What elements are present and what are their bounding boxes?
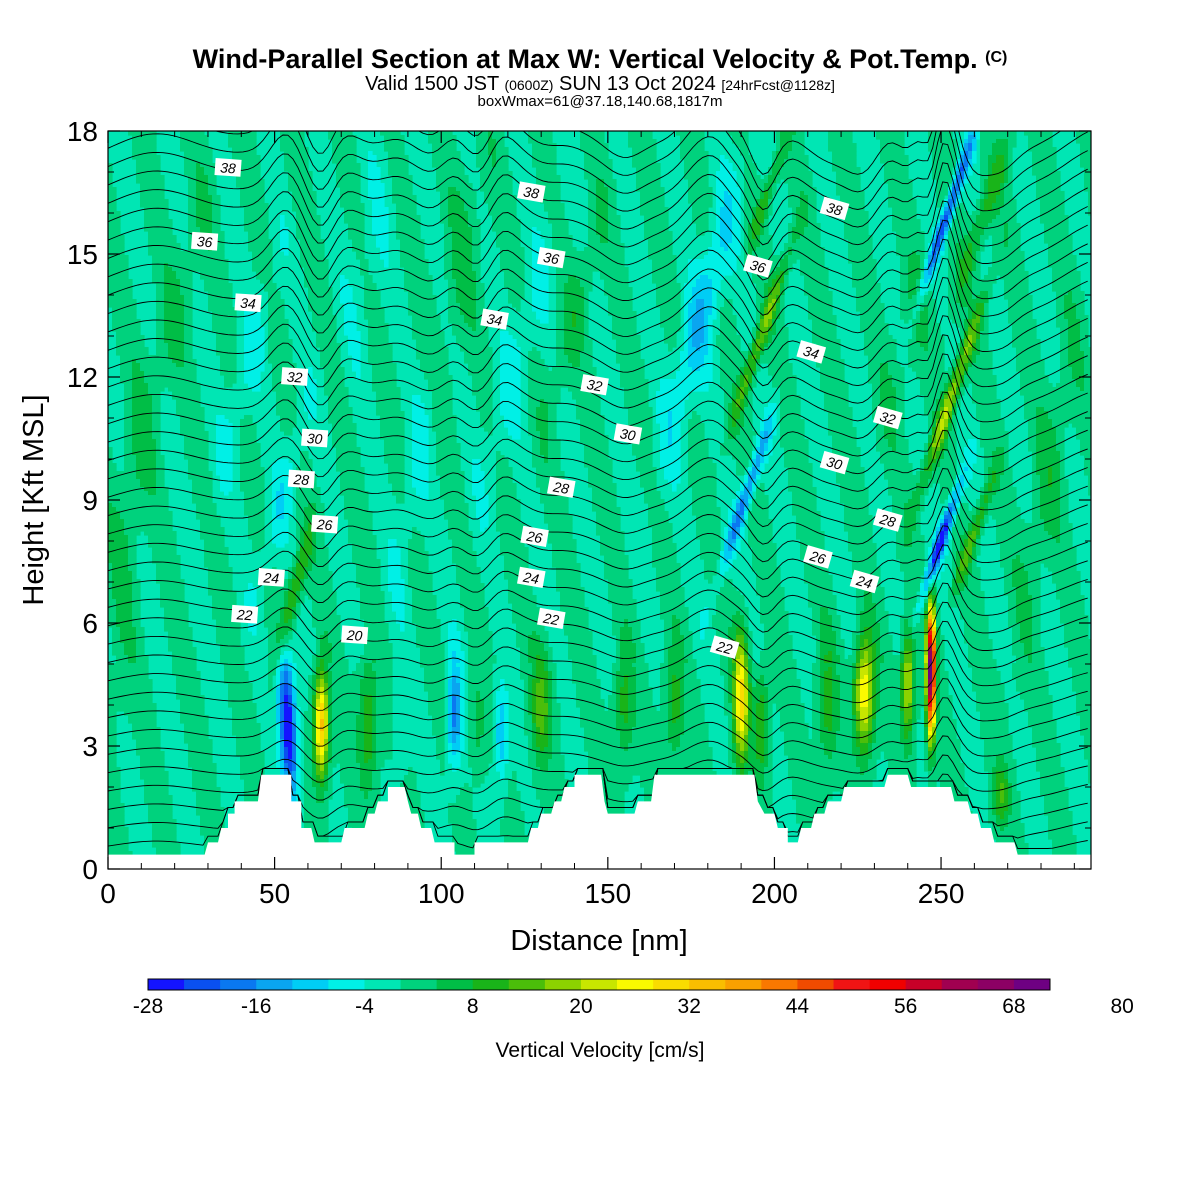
contour-label-text: 30 <box>619 425 637 443</box>
colorbar-swatch <box>328 979 364 990</box>
colorbar-tick-label: 8 <box>467 995 479 1018</box>
contour-label-text: 28 <box>551 478 570 497</box>
colorbar-swatch <box>834 979 870 990</box>
x-tick-label: 0 <box>100 878 116 909</box>
colorbar-tick-label: 32 <box>678 995 701 1018</box>
colorbar-swatch <box>617 979 653 990</box>
contour-label-text: 24 <box>262 569 280 586</box>
x-tick-label: 250 <box>918 878 965 909</box>
contour-label-text: 20 <box>345 627 363 644</box>
contour-label-text: 38 <box>522 183 540 201</box>
colorbar-tick-label: -16 <box>241 995 271 1018</box>
y-tick-label: 3 <box>82 731 98 762</box>
contour-label: 22 <box>231 605 258 624</box>
colorbar-swatch <box>509 979 545 990</box>
colorbar-swatch <box>364 979 400 990</box>
colorbar-swatch <box>220 979 256 990</box>
contour-label-text: 24 <box>521 568 540 587</box>
y-tick-label: 18 <box>67 116 98 147</box>
colorbar-label: Vertical Velocity [cm/s] <box>496 1039 705 1062</box>
contour-label-text: 34 <box>240 295 257 312</box>
colorbar-tick-label: 68 <box>1002 995 1025 1018</box>
x-tick-label: 150 <box>584 878 631 909</box>
colorbar-swatch <box>942 979 978 990</box>
contour-label-text: 28 <box>292 471 310 488</box>
contour-label-text: 36 <box>542 249 560 267</box>
colorbar-swatch <box>581 979 617 990</box>
x-tick-label: 100 <box>418 878 465 909</box>
colorbar-tick-label: -4 <box>355 995 374 1018</box>
colorbar-swatch <box>653 979 689 990</box>
contour-label-text: 32 <box>585 376 603 394</box>
colorbar-swatch <box>401 979 437 990</box>
contour-label-text: 34 <box>485 310 503 328</box>
colorbar-swatch <box>473 979 509 990</box>
colorbar-tick-label: 56 <box>894 995 917 1018</box>
colorbar: -28 -16 -4 8 20 32 44 56 68 80 <box>133 979 1134 1018</box>
contour-label-text: 22 <box>235 606 253 623</box>
contour-label-text: 22 <box>541 609 560 628</box>
contour-label: 26 <box>311 515 338 534</box>
contour-label-text: 32 <box>286 368 303 385</box>
colorbar-swatch <box>292 979 328 990</box>
contour-label: 34 <box>234 293 261 312</box>
y-tick-label: 9 <box>82 485 98 516</box>
colorbar-swatch <box>184 979 220 990</box>
colorbar-tick-label: -28 <box>133 995 163 1018</box>
colorbar-tick-label: 80 <box>1110 995 1133 1018</box>
contour-label-text: 26 <box>524 527 543 546</box>
y-tick-label: 12 <box>67 362 98 393</box>
contour-label-text: 38 <box>220 159 237 176</box>
colorbar-tick-label: 20 <box>569 995 592 1018</box>
x-tick-label: 50 <box>259 878 290 909</box>
colorbar-swatch <box>256 979 292 990</box>
contour-label-text: 30 <box>306 430 323 447</box>
colorbar-tick-label: 44 <box>786 995 810 1018</box>
x-axis-label: Distance [nm] <box>510 925 687 957</box>
colorbar-swatch <box>1014 979 1050 990</box>
contour-label-text: 26 <box>315 516 333 533</box>
colorbar-swatch <box>689 979 725 990</box>
x-tick-label: 200 <box>751 878 798 909</box>
colorbar-swatch <box>978 979 1014 990</box>
contour-label: 36 <box>191 232 218 251</box>
y-tick-label: 15 <box>67 239 98 270</box>
colorbar-swatch <box>148 979 184 990</box>
contour-label-text: 36 <box>196 233 213 250</box>
colorbar-swatch <box>797 979 833 990</box>
contour-label: 28 <box>288 470 315 489</box>
colorbar-swatch <box>725 979 761 990</box>
colorbar-swatch <box>437 979 473 990</box>
colorbar-swatch <box>545 979 581 990</box>
colorbar-swatch <box>906 979 942 990</box>
contour-label: 38 <box>214 158 241 177</box>
y-tick-label: 0 <box>82 854 98 885</box>
contour-label: 24 <box>258 568 285 587</box>
contour-label: 32 <box>281 367 308 386</box>
y-axis-label: Height [Kft MSL] <box>18 394 50 605</box>
colorbar-swatch <box>870 979 906 990</box>
contour-label: 20 <box>341 625 368 644</box>
contour-label: 30 <box>301 429 328 448</box>
y-tick-label: 6 <box>82 608 98 639</box>
colorbar-swatch <box>761 979 797 990</box>
